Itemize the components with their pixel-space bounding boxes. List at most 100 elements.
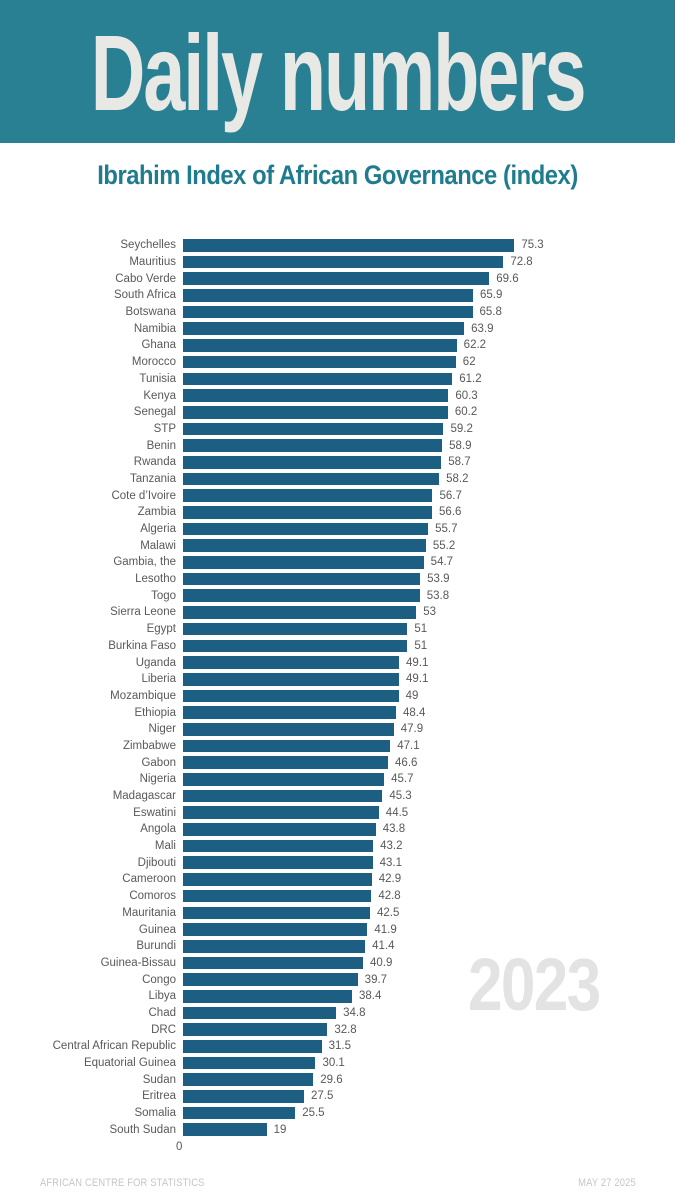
value-label: 62.2 — [463, 339, 487, 352]
value-label: 42.8 — [378, 890, 401, 903]
country-label: Cameroon — [122, 873, 176, 886]
country-label: Comoros — [129, 890, 176, 903]
chart-row: South Sudan 19 — [0, 1121, 675, 1138]
chart-row: Sierra Leone 53 — [0, 604, 675, 621]
chart-row: Ethiopia 48.4 — [0, 704, 675, 721]
value-label: 63.9 — [471, 322, 494, 335]
value-label: 49.1 — [406, 656, 429, 669]
country-label: Cote d’Ivoire — [111, 489, 176, 502]
value-label: 51 — [414, 639, 428, 652]
chart-row: Burkina Faso 51 — [0, 638, 675, 655]
chart-row: Djibouti 43.1 — [0, 854, 675, 871]
value-label: 58.7 — [448, 456, 471, 469]
value-label: 69.6 — [496, 272, 519, 285]
chart-row: Sudan 29.6 — [0, 1071, 675, 1088]
value-label: 55.2 — [432, 539, 456, 552]
bar — [183, 372, 453, 386]
bar — [183, 622, 408, 636]
bar — [183, 272, 490, 286]
chart-row: Botswana 65.8 — [0, 304, 675, 321]
country-label: STP — [153, 422, 176, 435]
value-label: 58.2 — [446, 472, 469, 485]
chart-row: Central African Republic 31.5 — [0, 1038, 675, 1055]
country-label: Zambia — [137, 506, 176, 519]
chart-row: Benin 58.9 — [0, 437, 675, 454]
value-label: 49 — [405, 689, 419, 702]
chart-row: Senegal 60.2 — [0, 404, 675, 421]
country-label: Chad — [148, 1006, 177, 1019]
year-watermark: 2023 — [468, 943, 601, 1026]
country-label: Morocco — [131, 356, 176, 369]
country-label: Guinea-Bissau — [100, 956, 176, 969]
value-label: 42.5 — [377, 906, 400, 919]
country-label: Senegal — [133, 406, 176, 419]
value-label: 34.8 — [343, 1006, 366, 1019]
value-label: 62 — [462, 356, 476, 369]
value-label: 60.3 — [455, 389, 478, 402]
country-label: Tanzania — [129, 472, 176, 485]
chart-row: Cameroon 42.9 — [0, 871, 675, 888]
chart-row: Algeria 55.7 — [0, 521, 675, 538]
country-label: Togo — [151, 589, 176, 602]
chart-row: South Africa 65.9 — [0, 287, 675, 304]
chart-row: Eswatini 44.5 — [0, 804, 675, 821]
chart-row: Libya 38.4 — [0, 988, 675, 1005]
value-label: 25.5 — [302, 1107, 325, 1120]
value-label: 43.2 — [380, 840, 403, 853]
value-label: 19 — [273, 1123, 287, 1136]
value-label: 65.9 — [479, 289, 503, 302]
bar — [183, 606, 417, 619]
chart-row: Cote d’Ivoire 56.7 — [0, 487, 675, 504]
country-label: Malawi — [140, 539, 176, 552]
country-label: South Sudan — [109, 1123, 176, 1136]
value-label: 32.8 — [334, 1023, 357, 1036]
bar — [183, 923, 368, 936]
bar — [183, 455, 442, 469]
bar — [183, 355, 456, 369]
bar — [183, 956, 363, 970]
value-label: 58.9 — [449, 439, 472, 452]
bar — [183, 973, 358, 986]
value-label: 41.4 — [372, 940, 395, 953]
country-label: Egypt — [146, 623, 176, 636]
country-label: Zimbabwe — [122, 739, 176, 752]
country-label: Congo — [142, 973, 176, 986]
country-label: Gabon — [141, 756, 176, 769]
chart-row: Cabo Verde 69.6 — [0, 270, 675, 287]
chart-row: Somalia 25.5 — [0, 1105, 675, 1122]
chart-row: Zambia 56.6 — [0, 504, 675, 521]
axis-zero-label: 0 — [176, 1141, 183, 1153]
chart-row: Lesotho 53.9 — [0, 571, 675, 588]
bar — [183, 739, 391, 753]
bar — [183, 806, 379, 820]
bar — [183, 689, 399, 703]
bar — [183, 873, 372, 886]
bar — [183, 939, 366, 953]
chart-row: Kenya 60.3 — [0, 387, 675, 404]
bar — [183, 322, 465, 336]
value-label: 60.2 — [454, 406, 478, 419]
value-label: 29.6 — [320, 1073, 343, 1086]
country-label: Gambia, the — [113, 556, 176, 569]
page-title: Daily numbers — [90, 11, 587, 133]
chart-row: DRC 32.8 — [0, 1021, 675, 1038]
chart-row: Mozambique 49 — [0, 688, 675, 705]
value-label: 54.7 — [430, 556, 454, 569]
bar — [183, 255, 504, 269]
chart-row: Tunisia 61.2 — [0, 371, 675, 388]
chart-row: Seychelles 75.3 — [0, 237, 675, 254]
bar — [183, 472, 440, 486]
country-label: Djibouti — [137, 856, 176, 869]
chart-row: Morocco 62 — [0, 354, 675, 371]
country-label: Mozambique — [110, 689, 176, 702]
country-label: Benin — [146, 439, 176, 452]
country-label: Namibia — [133, 322, 176, 335]
country-label: Burundi — [136, 940, 176, 953]
chart-row: Tanzania 58.2 — [0, 471, 675, 488]
bar — [183, 389, 449, 402]
chart-row: Comoros 42.8 — [0, 888, 675, 905]
chart-row: Mauritania 42.5 — [0, 905, 675, 922]
country-label: Ethiopia — [134, 706, 176, 719]
chart-row: Malawi 55.2 — [0, 537, 675, 554]
